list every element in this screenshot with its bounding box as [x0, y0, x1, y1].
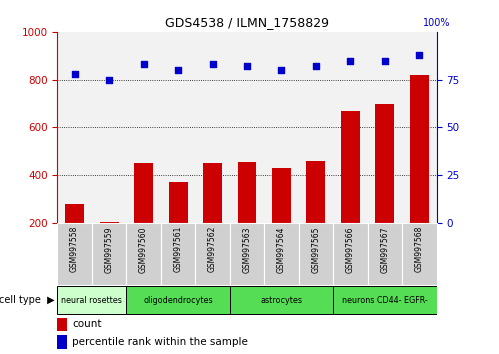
Text: oligodendrocytes: oligodendrocytes	[143, 296, 213, 304]
Bar	[306, 161, 325, 223]
FancyBboxPatch shape	[57, 286, 126, 314]
Bar	[238, 162, 256, 223]
Point	[140, 62, 148, 67]
Point	[312, 63, 320, 69]
Point	[105, 77, 113, 82]
Bar	[134, 163, 153, 223]
Text: percentile rank within the sample: percentile rank within the sample	[72, 337, 248, 347]
FancyBboxPatch shape	[92, 223, 126, 285]
FancyBboxPatch shape	[230, 223, 264, 285]
FancyBboxPatch shape	[333, 223, 368, 285]
FancyBboxPatch shape	[368, 223, 402, 285]
Text: astrocytes: astrocytes	[260, 296, 302, 304]
Text: neurons CD44- EGFR-: neurons CD44- EGFR-	[342, 296, 428, 304]
Point	[209, 62, 217, 67]
Text: GSM997563: GSM997563	[243, 226, 251, 273]
Bar	[341, 111, 360, 223]
FancyBboxPatch shape	[402, 223, 437, 285]
Text: cell type  ▶: cell type ▶	[0, 295, 55, 305]
Text: GSM997566: GSM997566	[346, 226, 355, 273]
Bar	[410, 75, 429, 223]
Bar	[65, 204, 84, 223]
Point	[71, 71, 79, 77]
Text: GSM997564: GSM997564	[277, 226, 286, 273]
FancyBboxPatch shape	[230, 286, 333, 314]
Text: GSM997562: GSM997562	[208, 226, 217, 273]
Bar	[57, 335, 67, 349]
Bar	[57, 318, 67, 331]
Point	[277, 67, 285, 73]
Text: GSM997559: GSM997559	[105, 226, 114, 273]
FancyBboxPatch shape	[126, 286, 230, 314]
Point	[346, 58, 354, 63]
Point	[415, 52, 423, 58]
FancyBboxPatch shape	[299, 223, 333, 285]
Bar	[169, 182, 188, 223]
Text: GSM997561: GSM997561	[174, 226, 183, 273]
Text: neural rosettes: neural rosettes	[61, 296, 122, 304]
Text: GSM997567: GSM997567	[380, 226, 389, 273]
Point	[243, 63, 251, 69]
Text: GSM997568: GSM997568	[415, 226, 424, 273]
Point	[381, 58, 389, 63]
Bar	[272, 168, 291, 223]
Bar	[203, 163, 222, 223]
Text: GSM997558: GSM997558	[70, 226, 79, 273]
Text: GSM997560: GSM997560	[139, 226, 148, 273]
Text: 100%: 100%	[423, 18, 451, 28]
FancyBboxPatch shape	[195, 223, 230, 285]
Text: count: count	[72, 319, 101, 329]
Bar	[100, 222, 119, 223]
FancyBboxPatch shape	[57, 223, 92, 285]
FancyBboxPatch shape	[161, 223, 195, 285]
Text: GSM997565: GSM997565	[311, 226, 320, 273]
Title: GDS4538 / ILMN_1758829: GDS4538 / ILMN_1758829	[165, 16, 329, 29]
FancyBboxPatch shape	[333, 286, 437, 314]
FancyBboxPatch shape	[264, 223, 299, 285]
Point	[174, 67, 182, 73]
FancyBboxPatch shape	[126, 223, 161, 285]
Bar	[375, 104, 394, 223]
